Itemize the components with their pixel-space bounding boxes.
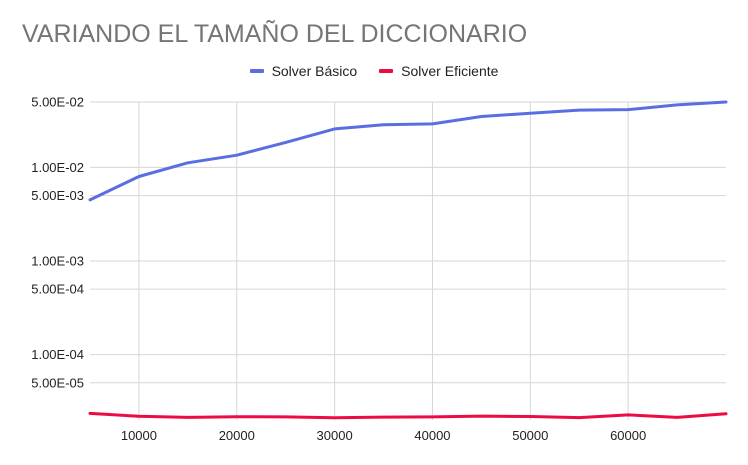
y-tick-label: 1.00E-02 (31, 160, 84, 175)
y-tick-label: 1.00E-03 (31, 254, 84, 269)
x-tick-label: 30000 (317, 428, 353, 443)
legend-item-solver-eficiente[interactable]: Solver Eficiente (379, 63, 498, 79)
legend: Solver Básico Solver Eficiente (0, 63, 748, 79)
series-lines (88, 100, 728, 420)
y-tick-label: 1.00E-04 (31, 347, 84, 362)
legend-item-solver-basico[interactable]: Solver Básico (249, 63, 358, 79)
series-line-1[interactable] (88, 411, 728, 420)
x-tick-label: 10000 (121, 428, 157, 443)
legend-swatch-solver-eficiente (379, 69, 394, 73)
chart-title: VARIANDO EL TAMAÑO DEL DICCIONARIO (22, 20, 528, 48)
x-axis-tick-labels: 10000 20000 30000 40000 50000 60000 (121, 428, 646, 443)
legend-swatch-solver-basico (249, 69, 264, 73)
y-tick-label: 5.00E-04 (31, 282, 84, 297)
gridlines (90, 101, 726, 420)
y-tick-label: 5.00E-05 (31, 375, 84, 390)
legend-label-solver-eficiente: Solver Eficiente (401, 63, 499, 79)
y-tick-label: 5.00E-02 (31, 95, 84, 110)
x-tick-label: 40000 (414, 428, 450, 443)
x-tick-label: 50000 (512, 428, 548, 443)
legend-label-solver-basico: Solver Básico (271, 63, 358, 79)
x-tick-label: 60000 (610, 428, 646, 443)
y-axis-tick-labels: 5.00E-02 1.00E-02 5.00E-03 1.00E-03 5.00E-04… (31, 95, 84, 391)
x-tick-label: 20000 (219, 428, 255, 443)
series-line-0[interactable] (88, 100, 728, 202)
y-tick-label: 5.00E-03 (31, 188, 84, 203)
